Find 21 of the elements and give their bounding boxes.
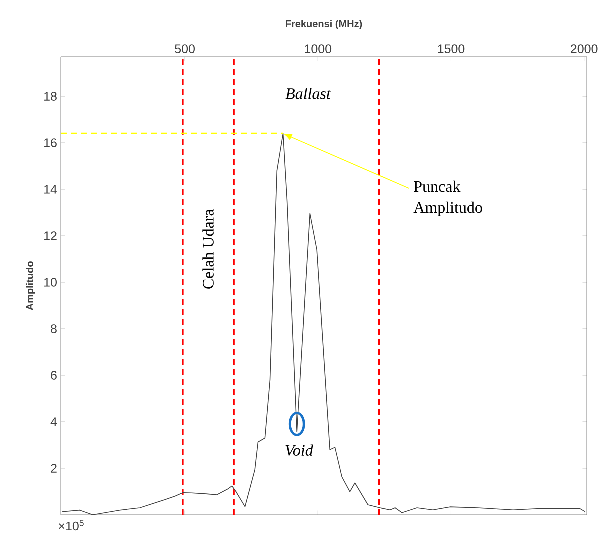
x-tick-label: 500 [175,44,195,54]
y-tick-label: 16 [44,138,57,148]
y-tick-label: 4 [50,418,58,426]
x-axis-title: Frekuensi (MHz) [286,20,362,30]
y-tick-label: 2 [51,464,57,473]
y-tick-label: 6 [51,371,57,380]
annotation: Ballast [286,88,332,100]
y-tick-label: 8 [51,324,57,334]
y-tick-label: 12 [44,232,57,240]
x-tick-label: 1000 [305,44,332,54]
annotation: Void [286,444,314,456]
y-tick-label: 10 [44,278,57,287]
line-series [62,133,586,516]
y-tick-label: 14 [44,185,58,194]
y-tick-label: 18 [44,92,57,101]
x-tick-label: 1500 [438,44,465,54]
y-axis-title: Amplitudo [26,262,36,310]
annotation: Puncak Amplitudo [414,180,482,216]
text: ×10$^{5}$ [59,520,84,531]
annotation: Celah Udara [202,209,214,289]
x-tick-label: 2000 [571,44,598,54]
